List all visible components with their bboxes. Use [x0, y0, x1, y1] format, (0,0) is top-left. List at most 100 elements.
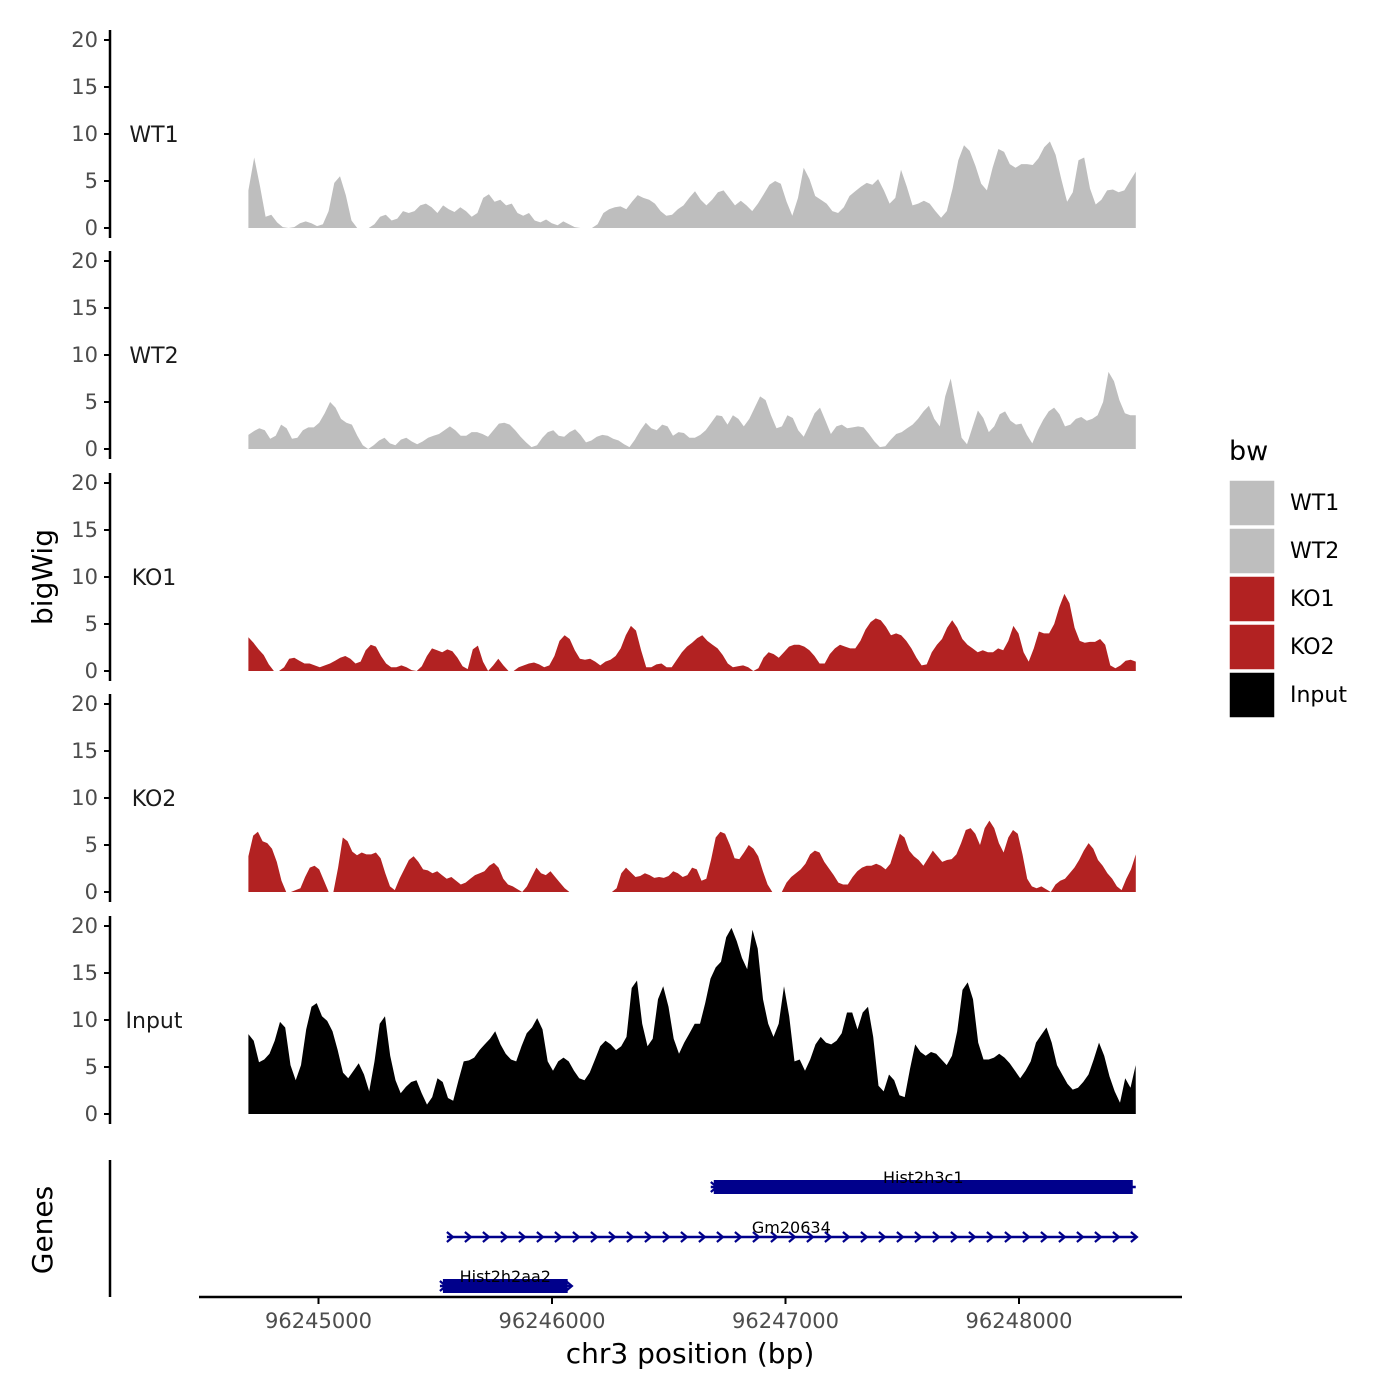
strand-arrow [464, 1231, 473, 1243]
y-tick-label: 10 [71, 122, 98, 146]
strand-arrow [626, 1231, 635, 1243]
strand-arrow [788, 1231, 797, 1243]
legend: bw WT1 WT2 KO1 KO2 Input [1228, 436, 1347, 719]
strand-arrow [752, 1231, 761, 1243]
legend-swatch [1228, 479, 1276, 527]
x-tick-label: 96246000 [499, 1309, 606, 1333]
strand-arrow [734, 1231, 743, 1243]
track-label-wt1: WT1 [129, 123, 178, 148]
y-tick-label: 20 [71, 914, 98, 938]
y-tick-label: 15 [71, 518, 98, 542]
track-label-ko1: KO1 [132, 566, 177, 591]
strand-arrow [608, 1231, 617, 1243]
strand-arrow [518, 1231, 527, 1243]
y-tick-label: 10 [71, 1008, 98, 1032]
legend-entry-input: Input [1228, 671, 1347, 719]
strand-arrow [770, 1231, 779, 1243]
strand-arrow [1076, 1231, 1085, 1243]
y-tick-label: 15 [71, 296, 98, 320]
coverage-area-wt1 [248, 141, 1136, 228]
legend-swatch [1228, 623, 1276, 671]
legend-swatch [1228, 575, 1276, 623]
strand-arrow [500, 1231, 509, 1243]
tracks-layer: 0 5 10 15 20 WT1 0 5 10 15 20 WT2 0 5 10 15 20 KO1 0 5 10 15 2… [71, 28, 1136, 1126]
gene-hist2h2aa2: Hist2h2aa2 [439, 1267, 574, 1293]
legend-entry-wt1: WT1 [1228, 479, 1339, 527]
strand-arrow [680, 1231, 689, 1243]
gene-body [442, 1279, 568, 1293]
y-tick-label: 15 [71, 75, 98, 99]
strand-arrow [1094, 1231, 1103, 1243]
strand-arrow [860, 1231, 869, 1243]
y-tick-label: 5 [85, 390, 98, 414]
strand-arrow [698, 1231, 707, 1243]
legend-label: Input [1290, 683, 1347, 708]
strand-arrow [1058, 1231, 1067, 1243]
genes-axis-title: Genes [26, 1186, 59, 1274]
strand-arrow [565, 1280, 574, 1292]
y-tick-label: 15 [71, 961, 98, 985]
strand-arrow [1040, 1231, 1049, 1243]
strand-arrow [896, 1231, 905, 1243]
y-tick-label: 10 [71, 786, 98, 810]
y-axis-title: bigWig [26, 529, 59, 625]
track-label-input: Input [126, 1009, 183, 1034]
legend-swatch [1228, 527, 1276, 575]
coverage-area-input [248, 927, 1136, 1114]
legend-label: WT2 [1290, 539, 1339, 564]
y-tick-label: 5 [85, 1055, 98, 1079]
gene-hist2h3c1: Hist2h3c1 [710, 1168, 1136, 1194]
strand-arrow [644, 1231, 653, 1243]
coverage-area-wt2 [248, 371, 1136, 449]
strand-arrow [1022, 1231, 1031, 1243]
x-tick-label: 96245000 [265, 1309, 372, 1333]
track-ko2: 0 5 10 15 20 KO2 [71, 692, 1136, 904]
y-tick-label: 20 [71, 28, 98, 52]
gene-gm20634: Gm20634 [446, 1218, 1139, 1243]
legend-label: KO1 [1290, 587, 1335, 612]
strand-arrow [716, 1231, 725, 1243]
strand-arrow [1112, 1231, 1121, 1243]
strand-arrow [878, 1231, 887, 1243]
legend-title: bw [1229, 436, 1268, 467]
legend-entry-ko2: KO2 [1228, 623, 1335, 671]
legend-swatch [1228, 671, 1276, 719]
track-input: 0 5 10 15 20 Input [71, 914, 1136, 1126]
x-tick-label: 96247000 [732, 1309, 839, 1333]
strand-arrow [482, 1231, 491, 1243]
gene-label: Gm20634 [752, 1218, 831, 1237]
y-tick-label: 10 [71, 343, 98, 367]
strand-arrow [914, 1231, 923, 1243]
track-ko1: 0 5 10 15 20 KO1 [71, 471, 1136, 683]
strand-arrow [662, 1231, 671, 1243]
track-label-wt2: WT2 [129, 344, 178, 369]
y-tick-label: 5 [85, 169, 98, 193]
genes-panel: Hist2h3c1 Gm20634 Hist2h2aa2 [108, 1160, 1139, 1297]
strand-arrow [842, 1231, 851, 1243]
strand-arrow [446, 1231, 455, 1243]
track-wt1: 0 5 10 15 20 WT1 [71, 28, 1136, 240]
y-tick-label: 0 [85, 437, 98, 461]
y-tick-label: 15 [71, 739, 98, 763]
y-tick-label: 0 [85, 659, 98, 683]
strand-arrow [806, 1231, 815, 1243]
y-tick-label: 20 [71, 471, 98, 495]
strand-arrow [1004, 1231, 1013, 1243]
legend-entry-wt2: WT2 [1228, 527, 1339, 575]
y-tick-label: 20 [71, 249, 98, 273]
track-label-ko2: KO2 [132, 787, 177, 812]
legend-entry-ko1: KO1 [1228, 575, 1335, 623]
gene-label: Hist2h3c1 [883, 1168, 964, 1187]
strand-arrow [1130, 1231, 1139, 1243]
y-tick-label: 0 [85, 880, 98, 904]
y-tick-label: 10 [71, 565, 98, 589]
strand-arrow [536, 1231, 545, 1243]
strand-arrow [986, 1231, 995, 1243]
strand-arrow [824, 1231, 833, 1243]
strand-arrow [572, 1231, 581, 1243]
gene-body [713, 1180, 1133, 1194]
y-tick-label: 5 [85, 612, 98, 636]
legend-label: KO2 [1290, 635, 1335, 660]
strand-arrow [932, 1231, 941, 1243]
